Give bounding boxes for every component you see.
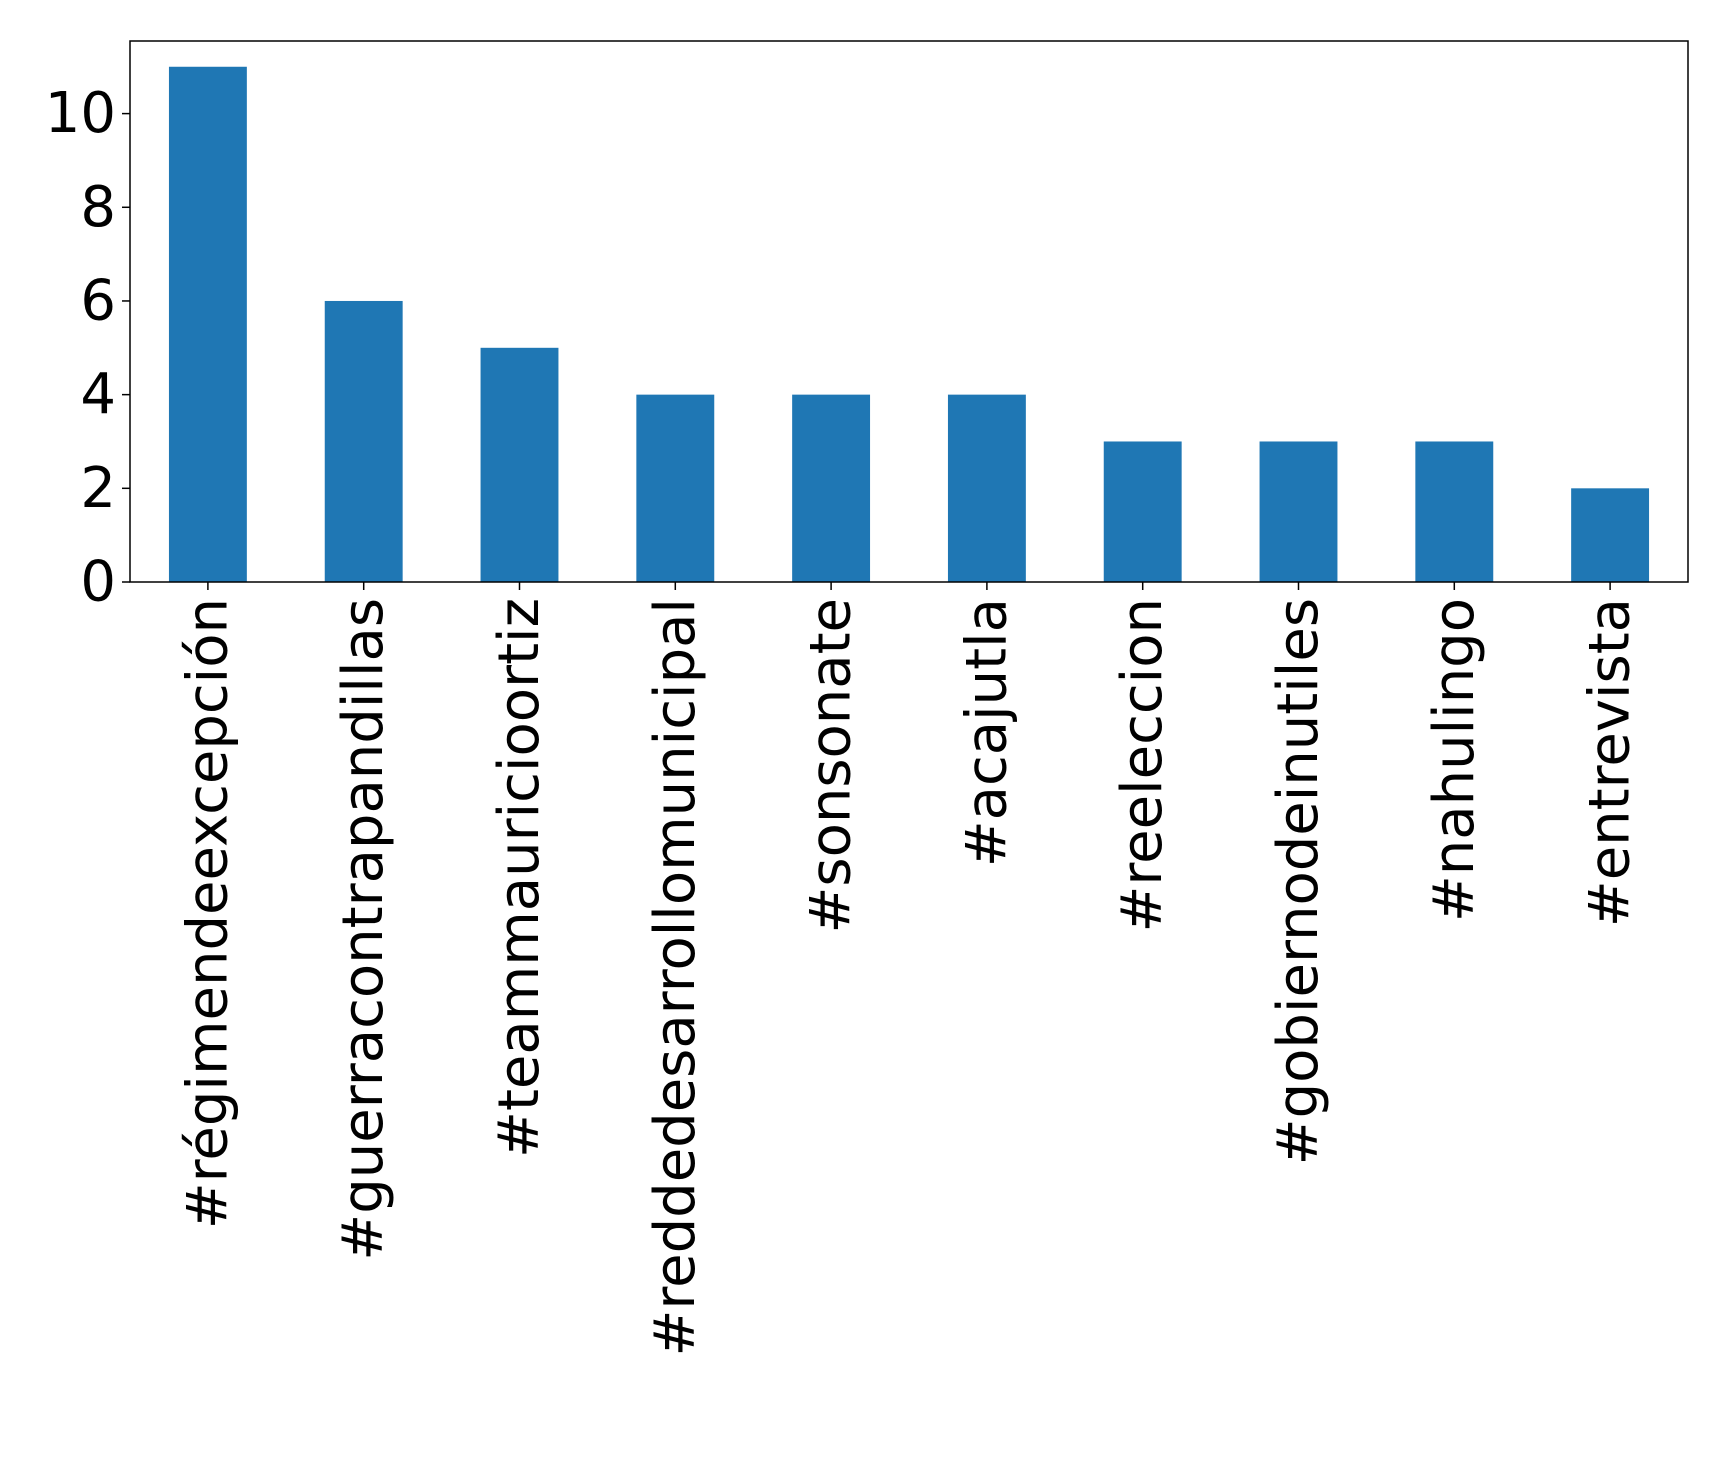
bar <box>324 300 403 582</box>
y-tick-label: 6 <box>80 268 116 333</box>
bar <box>1415 441 1494 582</box>
y-tick-label: 8 <box>80 175 116 240</box>
y-tick-label: 4 <box>80 362 116 427</box>
y-axis-ticks: 0 2 4 6 8 10 <box>45 81 130 615</box>
bar <box>947 394 1026 582</box>
bar <box>1103 441 1182 582</box>
x-tick-label: #guerracontrapandillas <box>331 598 396 1261</box>
x-axis-ticks: #régimendeexcepción #guerracontrapandilla… <box>175 582 1643 1357</box>
bar <box>480 347 559 582</box>
x-tick-label: #régimendeexcepción <box>175 598 240 1229</box>
x-tick-label: #acajutla <box>954 598 1019 867</box>
x-tick-label: #nahulingo <box>1422 598 1487 922</box>
x-tick-label: #gobiernodeinutiles <box>1266 598 1331 1165</box>
x-tick-label: #reddedesarrollomunicipal <box>643 598 708 1357</box>
bar-series <box>168 66 1650 582</box>
y-tick-label: 0 <box>80 550 116 615</box>
x-tick-label: #entrevista <box>1578 598 1643 927</box>
bar <box>168 66 247 582</box>
x-tick-label: #teammauricioortiz <box>487 598 552 1158</box>
plot-frame <box>129 40 1689 583</box>
x-tick-label: #reeleccion <box>1110 598 1175 933</box>
bar <box>1571 488 1650 582</box>
bar <box>1259 441 1338 582</box>
bar <box>636 394 715 582</box>
x-tick-label: #sonsonate <box>799 598 864 934</box>
y-tick-label: 10 <box>45 81 116 146</box>
bar <box>792 394 871 582</box>
y-tick-label: 2 <box>80 456 116 521</box>
